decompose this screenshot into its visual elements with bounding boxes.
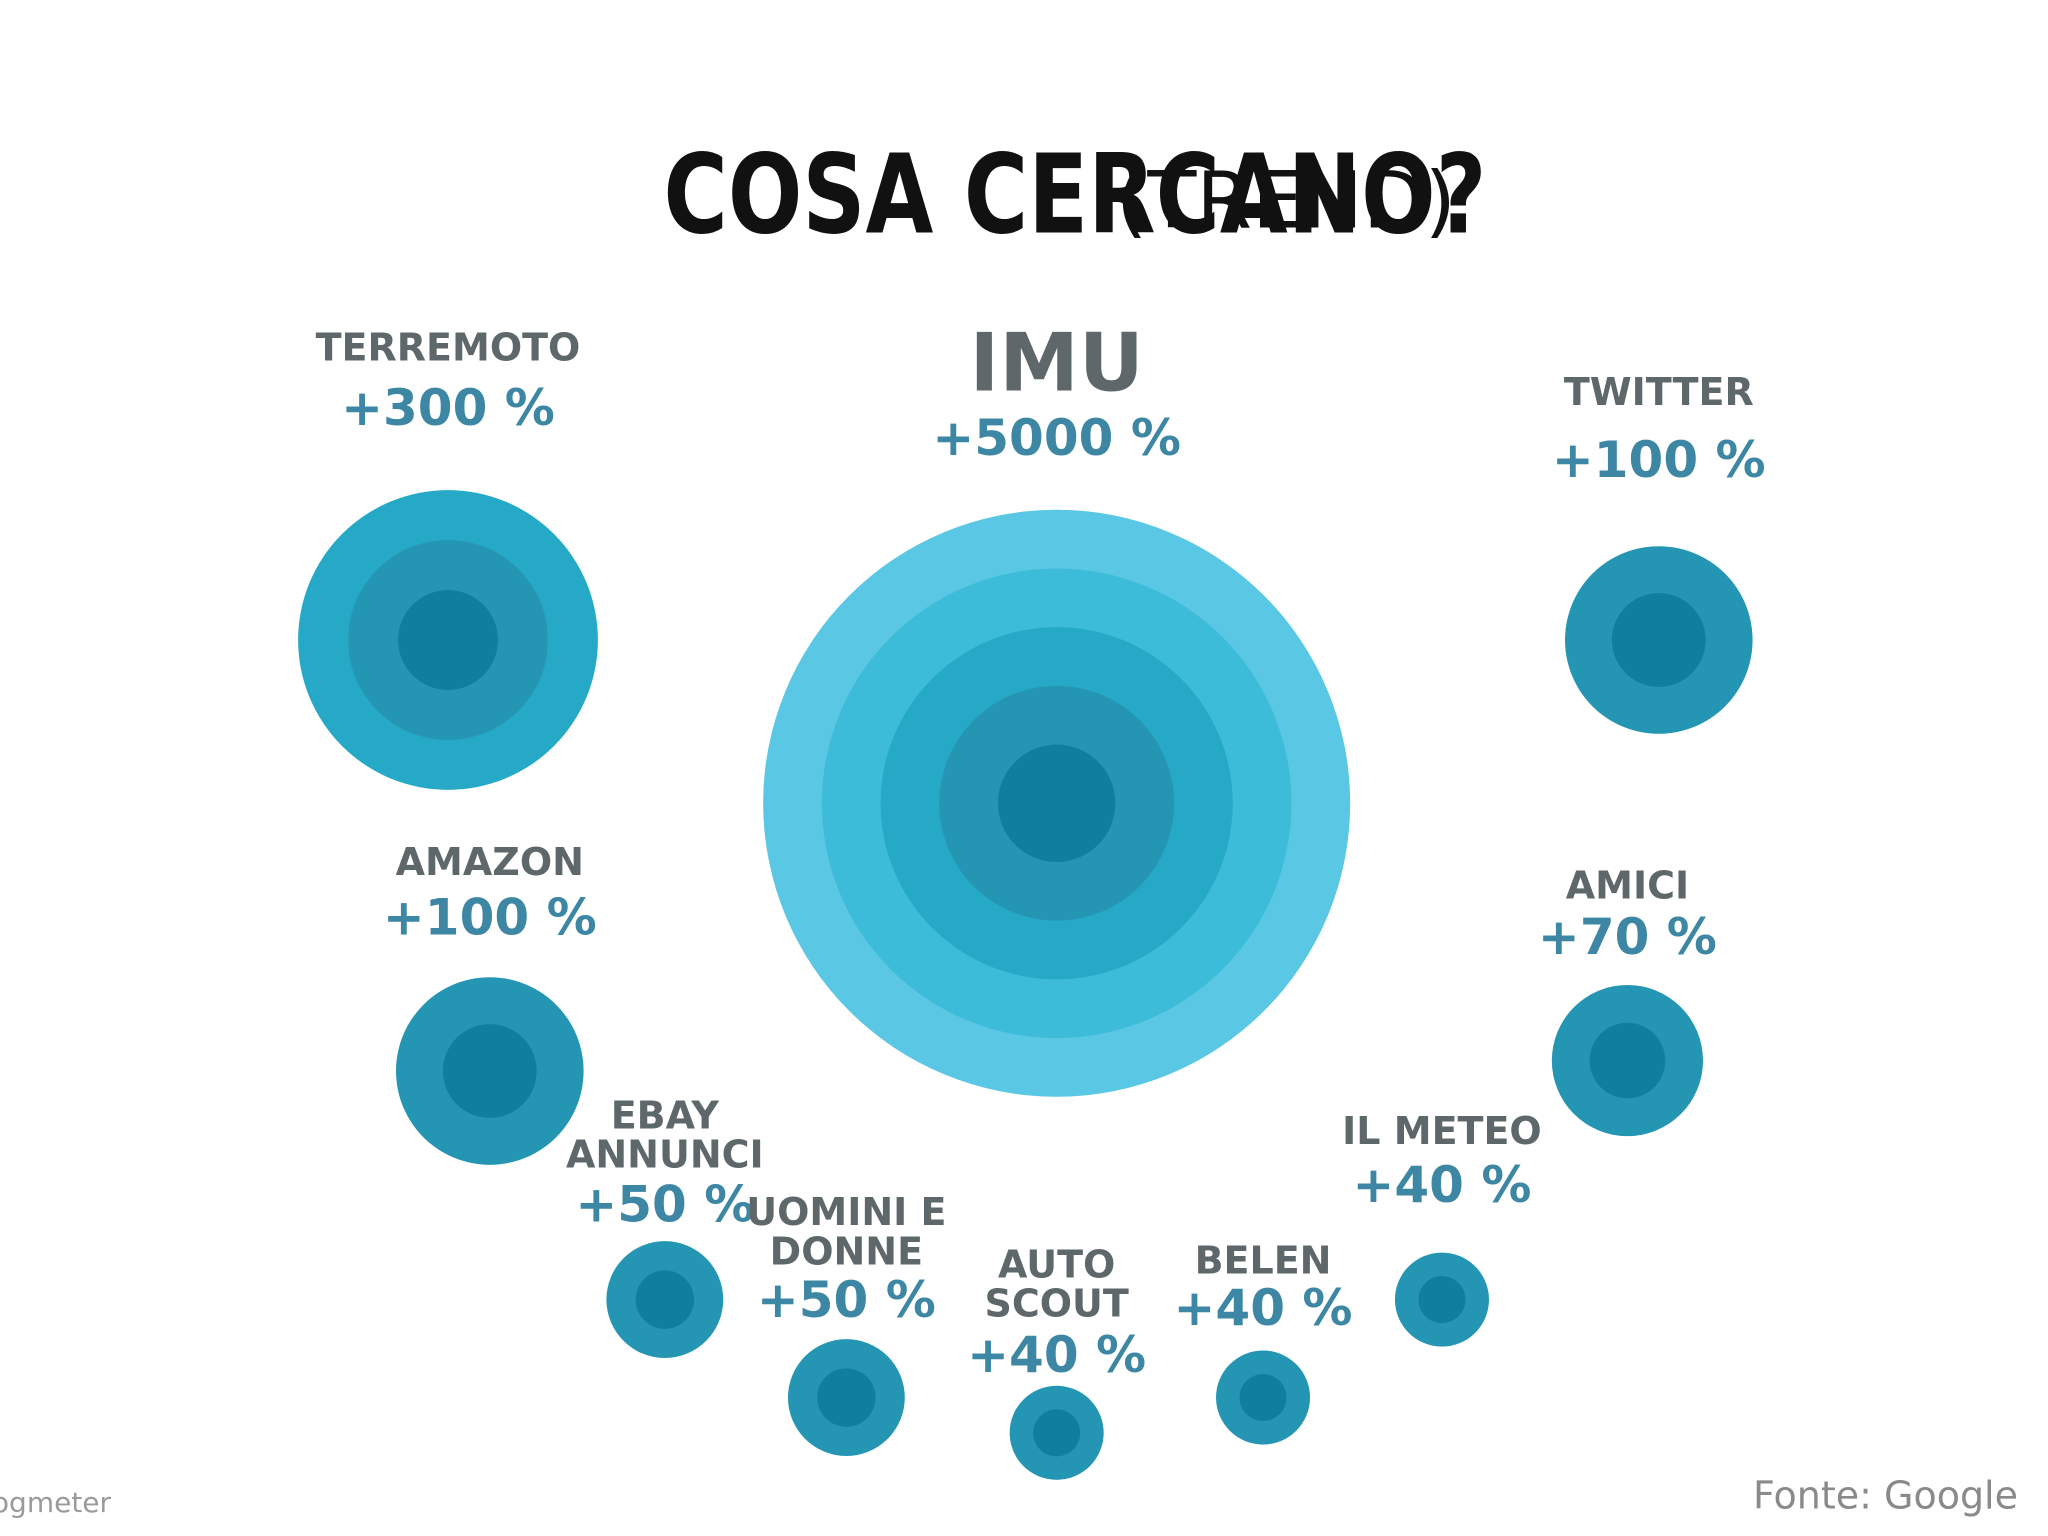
bubble-label: TERREMOTO [316,326,581,370]
bubble-label: IMU [969,316,1143,409]
value-label: +100 % [383,888,597,946]
value-label: +40 % [967,1326,1146,1384]
value-label: +40 % [1352,1156,1531,1214]
bubble-label: EBAY [611,1094,720,1138]
bubble-label: SCOUT [984,1282,1128,1326]
bubble-ring [1239,1374,1287,1422]
bubble-label: AMICI [1566,864,1689,908]
value-label: +50 % [757,1271,936,1329]
bubble-ring [635,1270,695,1329]
bubble-label: TWITTER [1564,370,1754,414]
bubble-ring [1611,593,1706,687]
value-label: +5000 % [932,409,1181,467]
chart-title: COSA CERCANO? [664,130,1487,258]
value-label: +300 % [341,379,555,437]
value-label: +100 % [1552,431,1766,489]
bubble-ring [442,1024,537,1118]
bubble-ring [817,1368,876,1427]
bubble-label: AMAZON [396,840,584,884]
bubble-label: AUTO [998,1242,1115,1286]
bubble-ring [1033,1409,1081,1457]
bubble-label: DONNE [770,1229,923,1273]
source: Fonte: Google [1753,1474,2018,1518]
credit: ©Blogmeter [0,1486,112,1519]
value-label: +70 % [1538,908,1717,966]
bubble-label: UOMINI E [746,1190,946,1234]
chart-subtitle: (TREND) [1116,156,1456,246]
value-label: +50 % [575,1176,754,1234]
bubble-ring [1589,1022,1666,1099]
bubble-label: ANNUNCI [566,1133,764,1177]
bubble-ring [1418,1276,1466,1324]
bubble-ring [398,590,498,690]
bubble-label: IL METEO [1342,1109,1542,1153]
value-label: +40 % [1174,1279,1353,1337]
bubble-ring [997,744,1116,862]
bubble-label: BELEN [1195,1239,1332,1283]
